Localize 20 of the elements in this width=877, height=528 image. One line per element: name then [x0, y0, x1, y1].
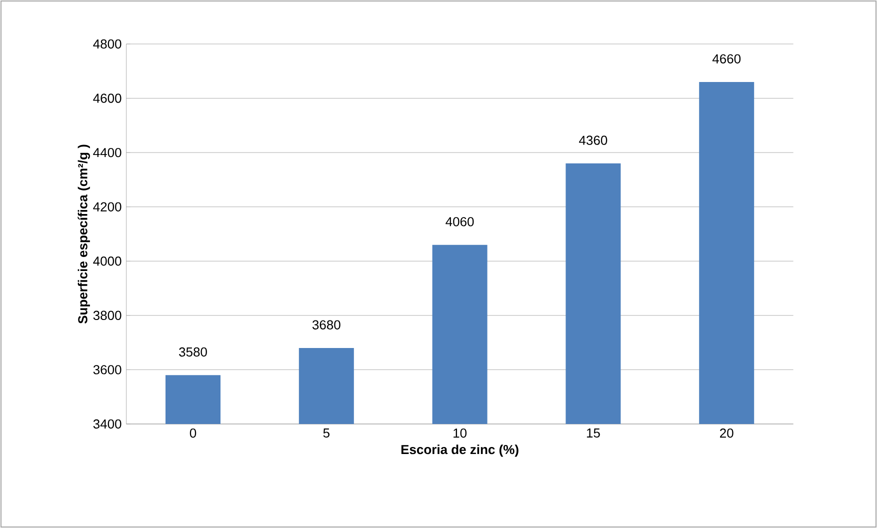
y-tick-label: 4600 [93, 94, 122, 103]
y-tick-label: 4400 [93, 148, 122, 158]
data-label: 4360 [579, 136, 608, 145]
x-tick-label: 20 [720, 428, 734, 438]
y-tick-label: 3800 [93, 310, 122, 320]
y-tick-label: 4000 [93, 256, 122, 266]
data-label: 3680 [312, 320, 340, 330]
data-label: 4060 [446, 217, 474, 226]
x-tick-label: 0 [190, 428, 196, 438]
data-label: 3580 [179, 347, 207, 357]
y-axis-title: Superficie específica (cm²/g ) [78, 144, 90, 324]
x-axis-title: Escoria de zinc (%) [401, 444, 518, 457]
x-tick-label: 5 [323, 428, 330, 438]
y-tick-label: 3600 [93, 365, 122, 374]
data-label: 4660 [712, 54, 741, 64]
x-tick-label: 15 [586, 428, 600, 438]
y-tick-label: 4800 [93, 39, 122, 49]
y-tick-label: 4200 [93, 202, 122, 212]
y-tick-label: 3400 [93, 419, 122, 429]
x-tick-label: 10 [454, 428, 467, 438]
